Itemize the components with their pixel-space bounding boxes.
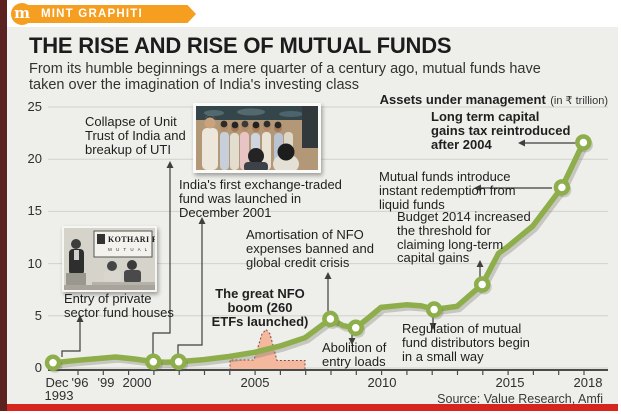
- x-tick-2000: 2000: [122, 375, 152, 390]
- page-subtitle: From its humble beginnings a mere quarte…: [29, 61, 541, 93]
- y-tick-20: 20: [27, 151, 42, 166]
- chart-unit-label: (in ₹ trillion): [550, 95, 608, 107]
- x-tick-1993: 1993: [44, 388, 74, 403]
- chart-card-background: [7, 27, 618, 404]
- annotation-first-etf: India's first exchange-traded fund was l…: [179, 177, 342, 220]
- footer-red-bar: [7, 404, 618, 411]
- y-tick-25: 25: [27, 99, 42, 114]
- chart-title: Assets under management (in ₹ trillion): [380, 91, 608, 109]
- x-tick-2005: 2005: [240, 375, 270, 390]
- x-tick-1996: '96: [71, 375, 89, 390]
- y-tick-0: 0: [34, 360, 42, 375]
- annotation-entry-private: Entry of private sector fund houses: [64, 291, 174, 320]
- annotation-collapse-uti: Collapse of Unit Trust of India and brea…: [85, 114, 186, 157]
- annotation-nfo-boom: The great NFO boom (260 ETFs launched): [211, 286, 309, 329]
- x-tick-dec: Dec: [45, 375, 69, 390]
- kothari-sign-subtext: M U T U A L: [108, 247, 149, 252]
- brand-banner: MINT GRAPHITI: [26, 5, 196, 23]
- kothari-photo-illustration: KOTHARI P M U T U A L: [64, 228, 155, 290]
- page-title: THE RISE AND RISE OF MUTUAL FUNDS: [29, 33, 452, 58]
- source-credit: Source: Value Research, Amfi: [437, 392, 603, 406]
- crowd-photo-illustration: [196, 106, 318, 170]
- x-tick-2010: 2010: [367, 375, 397, 390]
- brand-name: MINT GRAPHITI: [41, 8, 143, 20]
- y-tick-5: 5: [34, 308, 42, 323]
- y-tick-10: 10: [27, 256, 42, 271]
- x-tick-2015: 2015: [495, 375, 525, 390]
- annotation-instant-redemption: Mutual funds introduce instant redemptio…: [379, 169, 516, 212]
- annotation-budget-2014: Budget 2014 increased the threshold for …: [397, 209, 531, 266]
- annotation-ltcg-tax: Long term capital gains tax reintroduced…: [431, 109, 571, 152]
- uti-investors-meeting-photo: [193, 103, 321, 173]
- annotation-abolition-entry-loads: Abolition of entry loads: [322, 340, 387, 369]
- annotation-distributor-regulation: Regulation of mutual fund distributors b…: [402, 321, 530, 364]
- y-tick-15: 15: [27, 203, 42, 218]
- kothari-pioneer-launch-photo: KOTHARI P M U T U A L: [62, 226, 157, 292]
- annotation-amortisation: Amortisation of NFO expenses banned and …: [246, 227, 374, 270]
- x-tick-1999: '99: [97, 375, 115, 390]
- chart-title-text: Assets under management: [379, 92, 546, 107]
- left-frame-strip: [0, 0, 7, 411]
- kothari-sign-text: KOTHARI P: [108, 235, 155, 244]
- x-tick-2018: 2018: [573, 375, 603, 390]
- mint-logo-icon: m: [11, 3, 33, 25]
